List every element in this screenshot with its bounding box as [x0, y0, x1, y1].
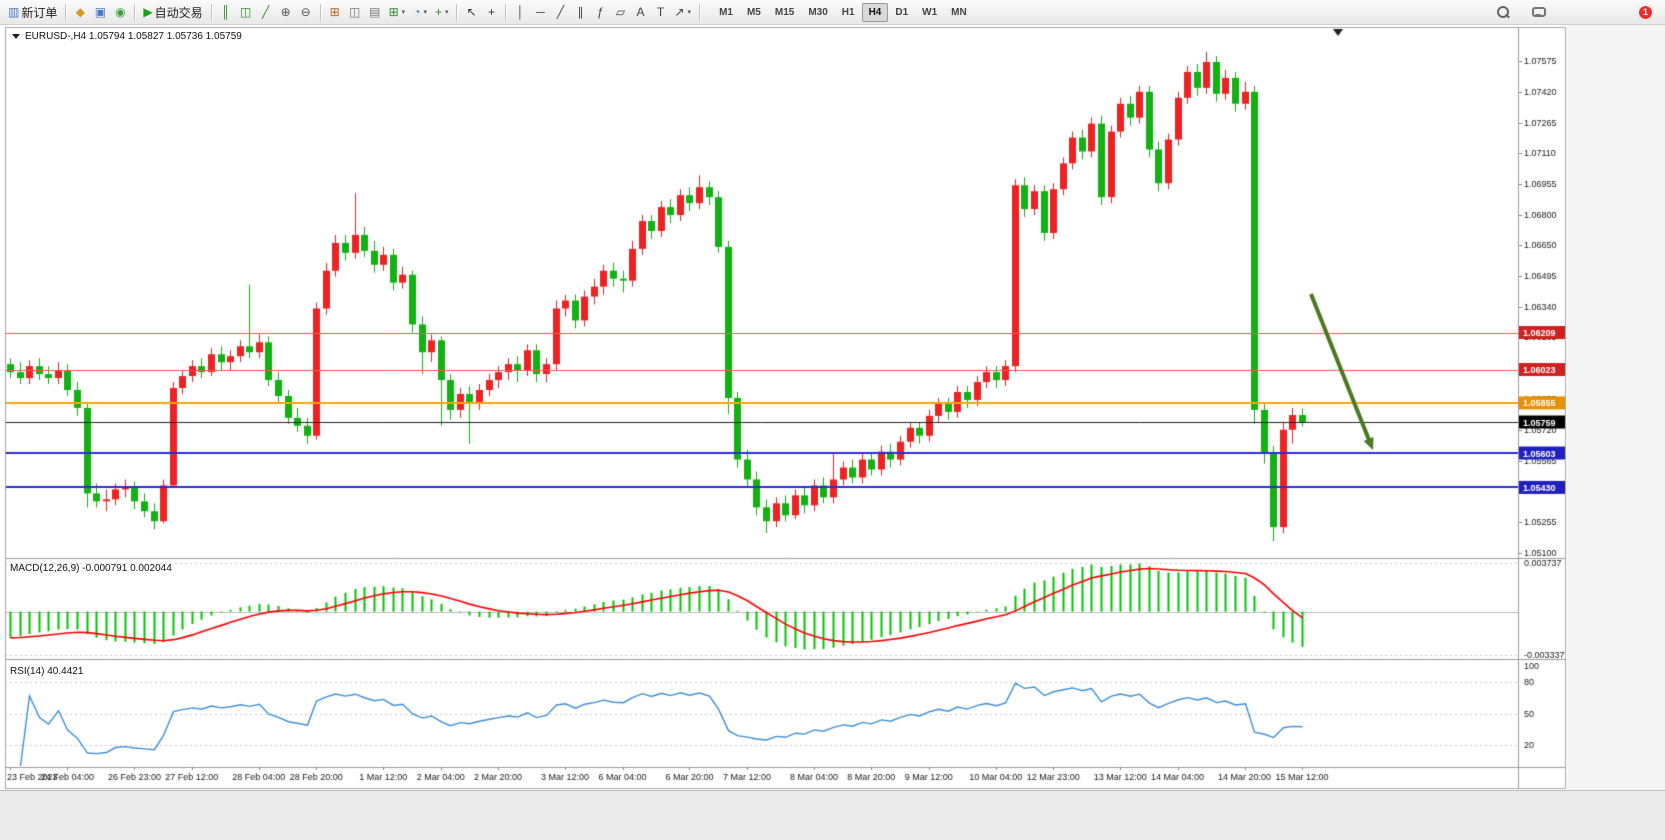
autotrading-button-label: 自动交易 [154, 5, 203, 20]
candlestick-chart-icon: ◫ [239, 5, 252, 19]
arrow-object-icon: ↗ [674, 5, 685, 19]
cascade-windows-button[interactable]: ◫ [345, 2, 365, 22]
autotrading-button[interactable]: ▶ 自动交易 [139, 2, 206, 22]
market-watch-icon: ◆ [75, 5, 85, 19]
dropdown-caret-icon: ▾ [423, 9, 427, 16]
line-chart-icon: ╱ [261, 5, 270, 19]
crosshair-icon: + [487, 5, 495, 19]
terminal-button[interactable]: ◉ [110, 2, 130, 22]
zoom-out-button[interactable]: ⊖ [296, 2, 316, 22]
timeframe-m5[interactable]: M5 [746, 6, 761, 18]
navigator-button[interactable]: ▣ [90, 2, 110, 22]
chat-icon [1532, 7, 1546, 17]
timeframe-d1[interactable]: D1 [895, 6, 909, 18]
equidistant-channel-icon: ∥ [577, 5, 584, 19]
line-chart-button[interactable]: ╱ [256, 2, 276, 22]
arrange-windows-button[interactable]: ▤ [365, 2, 385, 22]
market-watch-button[interactable]: ◆ [70, 2, 90, 22]
shapes-button[interactable]: ▱ [610, 2, 630, 22]
fibonacci-button[interactable]: ƒ [590, 2, 610, 22]
arrows-button[interactable]: ↗ ▾ [670, 2, 695, 22]
zoom-out-icon: ⊖ [300, 5, 311, 19]
right-margin-panel [1567, 25, 1665, 790]
chat-button[interactable] [1528, 2, 1550, 22]
vertical-line-button[interactable]: │ [510, 2, 530, 22]
arrange-windows-icon: ▤ [368, 5, 381, 19]
bottom-bar [0, 790, 1665, 840]
toolbar: ▥ 新订单 ◆ ▣ ◉ ▶ 自动交易 ║ ◫ ╱ ⊕ ⊖ ⊞ ◫ ▤ ⊞ ▾ ◔ ▾ + ▾ ↖ + │ ─ ╱ ∥ ƒ ▱ A T ↗ ▾ M1… [0, 0, 1665, 25]
vertical-line-icon: │ [516, 5, 525, 19]
timeframe-mn[interactable]: MN [951, 6, 967, 18]
cursor-button[interactable]: ↖ [461, 2, 481, 22]
navigator-icon: ▣ [94, 5, 107, 19]
text-button[interactable]: A [630, 2, 650, 22]
rsi-indicator-label: RSI(14) 40.4421 [10, 666, 84, 677]
toolbar-separator [210, 3, 212, 21]
toolbar-separator [699, 3, 701, 21]
channel-button[interactable]: ∥ [570, 2, 590, 22]
periods-clock-icon: ◔ [413, 5, 421, 19]
indicators-plus-icon: + [434, 5, 442, 19]
timeframe-m30[interactable]: M30 [808, 6, 828, 18]
indicators-button[interactable]: + ▾ [431, 2, 453, 22]
zoom-in-button[interactable]: ⊕ [276, 2, 296, 22]
trendline-button[interactable]: ╱ [550, 2, 570, 22]
chart-symbol-label: EURUSD-,H4 1.05794 1.05827 1.05736 1.057… [12, 31, 242, 42]
chart-menu-arrow-icon[interactable] [12, 34, 20, 39]
toolbar-separator [134, 3, 136, 21]
new-chart-icon: ⊞ [388, 5, 399, 19]
toolbar-separator [456, 3, 458, 21]
toolbar-right-group: 1 [1493, 2, 1661, 22]
candlestick-chart-button[interactable]: ◫ [236, 2, 256, 22]
bar-chart-icon: ║ [221, 5, 230, 19]
text-label-icon: T [656, 5, 665, 19]
cascade-windows-icon: ◫ [348, 5, 361, 19]
zoom-in-icon: ⊕ [280, 5, 291, 19]
search-icon [1497, 5, 1510, 19]
bar-chart-button[interactable]: ║ [216, 2, 236, 22]
new-chart-button[interactable]: ⊞ ▾ [385, 2, 410, 22]
dropdown-caret-icon: ▾ [444, 9, 449, 16]
timeframe-group: M1 M5 M15 M30 H1 H4 D1 W1 MN [712, 2, 974, 22]
tile-windows-button[interactable]: ⊞ [325, 2, 345, 22]
fibonacci-icon: ƒ [597, 5, 604, 19]
timeframe-w1[interactable]: W1 [922, 6, 938, 18]
new-order-button-label: 新订单 [21, 5, 58, 20]
toolbar-separator [319, 3, 321, 21]
timeframe-m1[interactable]: M1 [719, 6, 733, 18]
timeframe-h1[interactable]: H1 [841, 6, 855, 18]
timeframe-m15[interactable]: M15 [774, 6, 795, 18]
toolbar-separator [65, 3, 67, 21]
dropdown-caret-icon: ▾ [401, 9, 406, 16]
autotrading-play-icon: ▶ [143, 5, 153, 19]
search-button[interactable] [1493, 2, 1514, 22]
trendline-icon: ╱ [556, 5, 565, 19]
horizontal-line-button[interactable]: ─ [530, 2, 550, 22]
new-order-button[interactable]: ▥ 新订单 [4, 2, 61, 22]
periods-button[interactable]: ◔ ▾ [409, 2, 431, 22]
shapes-icon: ▱ [615, 5, 626, 19]
horizontal-line-icon: ─ [536, 5, 545, 19]
toolbar-separator [505, 3, 507, 21]
timeframe-h4[interactable]: H4 [861, 2, 889, 22]
text-icon: A [636, 5, 645, 19]
symbol-ohlc-text: EURUSD-,H4 1.05794 1.05827 1.05736 1.057… [25, 31, 242, 42]
crosshair-button[interactable]: + [481, 2, 501, 22]
terminal-icon: ◉ [115, 5, 126, 19]
notification-badge[interactable]: 1 [1638, 4, 1653, 20]
macd-indicator-label: MACD(12,26,9) -0.000791 0.002044 [10, 563, 172, 574]
cursor-arrow-icon: ↖ [466, 5, 477, 19]
new-order-icon: ▥ [8, 5, 20, 19]
dropdown-caret-icon: ▾ [687, 9, 692, 16]
text-label-button[interactable]: T [650, 2, 670, 22]
tile-windows-icon: ⊞ [329, 5, 340, 19]
